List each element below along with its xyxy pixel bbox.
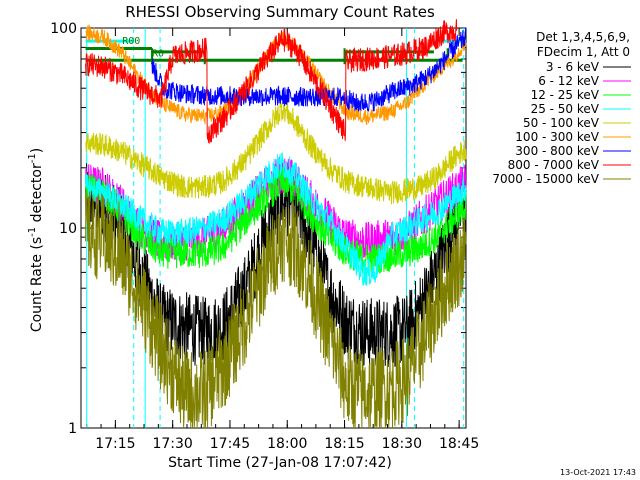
legend-label: 300 - 800 keV <box>515 144 599 158</box>
y-tick-label: 10 <box>59 221 77 237</box>
legend-label: 7000 - 15000 keV <box>492 172 599 186</box>
legend-label: 12 - 25 keV <box>531 88 600 102</box>
legend-label: 100 - 300 keV <box>515 130 599 144</box>
x-axis-label: Start Time (27-Jan-08 17:07:42) <box>168 455 392 471</box>
x-tick-label: 18:15 <box>324 436 364 452</box>
legend-label: 50 - 100 keV <box>523 116 600 130</box>
x-tick-label: 18:45 <box>439 436 479 452</box>
y-axis-label-main: Count Rate (s <box>29 237 45 332</box>
x-tick-label: 17:30 <box>152 436 192 452</box>
y-axis-label-sup: -1 <box>27 227 38 237</box>
series-line <box>85 189 467 429</box>
y-axis-ticks: 1 10 100 <box>50 21 466 437</box>
legend-header-line-2: FDecim 1, Att 0 <box>537 45 630 59</box>
series-line <box>85 19 458 144</box>
series-line <box>151 27 467 112</box>
flag-labels: R00 R0 <box>122 36 164 59</box>
series-line <box>85 163 467 368</box>
legend-label: 25 - 50 keV <box>531 102 600 116</box>
y-axis-label-end-sup: -1 <box>27 153 38 163</box>
x-tick-label: 17:45 <box>210 436 250 452</box>
series-lines <box>85 19 467 429</box>
series-line <box>85 98 467 205</box>
legend-header-line-1: Det 1,3,4,5,6,9, <box>536 30 630 44</box>
x-tick-label: 18:00 <box>267 436 307 452</box>
y-axis-label: Count Rate (s-1 detector-1) <box>27 148 45 332</box>
series-line <box>85 152 467 286</box>
legend-label: 3 - 6 keV <box>546 60 600 74</box>
legend-label: 6 - 12 keV <box>538 74 600 88</box>
y-axis-label-close: ) <box>29 148 45 153</box>
y-tick-label: 1 <box>68 421 77 437</box>
flag-label: R00 <box>122 36 140 47</box>
legend-label: 800 - 7000 keV <box>508 158 600 172</box>
x-axis-ticks: 17:15 17:30 17:45 18:00 18:15 18:30 18:45 <box>86 28 479 452</box>
footer-date: 13-Oct-2021 17:43 <box>560 468 636 477</box>
y-tick-label: 100 <box>50 21 77 37</box>
chart-title: RHESSI Observing Summary Count Rates <box>125 3 435 21</box>
x-tick-label: 18:30 <box>382 436 422 452</box>
y-axis-label-end: detector <box>29 163 45 227</box>
legend: Det 1,3,4,5,6,9, FDecim 1, Att 0 3 - 6 k… <box>492 30 631 186</box>
flag-label: R0 <box>152 49 164 60</box>
x-tick-label: 17:15 <box>95 436 135 452</box>
